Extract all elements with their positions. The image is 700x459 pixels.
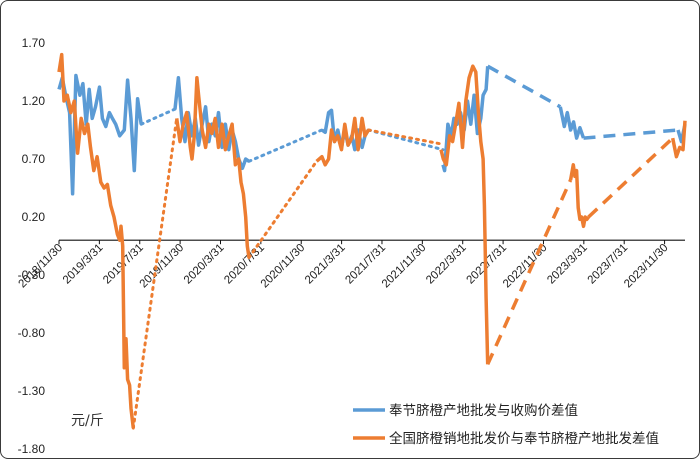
- blue-series-segment: [486, 64, 562, 109]
- orange-series-segment: [486, 179, 573, 366]
- legend-label-orange: 全国脐橙销地批发价与奉节脐橙产地批发差值: [389, 430, 659, 447]
- x-tick-label: 2020/11/30: [259, 242, 308, 291]
- blue-series-segment: [57, 73, 143, 196]
- blue-series-segment: [583, 128, 679, 140]
- x-tick-label: 2018/11/30: [17, 242, 66, 291]
- x-tick-label: 2019/3/31: [61, 242, 106, 287]
- orange-series-segment: [670, 120, 687, 159]
- x-tick-label: 2019/11/30: [138, 242, 187, 291]
- y-tick-label: 1.70: [22, 36, 46, 50]
- orange-series-segment: [366, 128, 443, 146]
- x-axis-ticks: 2018/11/302019/3/312019/7/312019/11/3020…: [17, 240, 671, 290]
- series-lines: [57, 52, 687, 430]
- y-tick-label: 0.20: [22, 210, 46, 224]
- orange-series-segment: [315, 116, 370, 167]
- x-tick-label: 2022/3/31: [424, 242, 469, 287]
- orange-series-segment: [568, 163, 590, 229]
- y-tick-label: 1.20: [22, 94, 46, 108]
- x-tick-label: 2021/3/31: [303, 242, 348, 287]
- blue-series-segment: [558, 106, 586, 140]
- legend-label-blue: 奉节脐橙产地批发与收购价差值: [389, 403, 578, 419]
- y-tick-label: -0.30: [18, 268, 46, 282]
- x-tick-label: 2021/11/30: [380, 242, 429, 291]
- orange-series-segment: [247, 159, 319, 260]
- orange-series-segment: [131, 116, 179, 430]
- unit-label: 元/斤: [71, 413, 104, 429]
- blue-series-segment: [139, 107, 177, 126]
- x-tick-label: 2023/3/31: [545, 242, 590, 287]
- orange-series-segment: [57, 52, 136, 429]
- y-axis-ticks: 1.70 1.20 0.70 0.20 -0.30 -0.80 -1.30 -1.80: [18, 36, 46, 456]
- x-tick-label: 2023/11/30: [622, 242, 671, 291]
- y-tick-label: -0.80: [18, 326, 46, 340]
- x-tick-label: 2020/3/31: [182, 242, 227, 287]
- y-tick-label: -1.80: [18, 442, 46, 456]
- legend: 奉节脐橙产地批发与收购价差值 全国脐橙销地批发价与奉节脐橙产地批发差值: [353, 403, 659, 447]
- blue-series-segment: [366, 128, 445, 152]
- orange-series-segment: [439, 64, 490, 365]
- orange-series-segment: [174, 76, 251, 258]
- blue-series-segment: [247, 128, 324, 163]
- y-tick-label: -1.30: [18, 384, 46, 398]
- orange-series-segment: [587, 136, 674, 219]
- y-tick-label: 0.70: [22, 152, 46, 166]
